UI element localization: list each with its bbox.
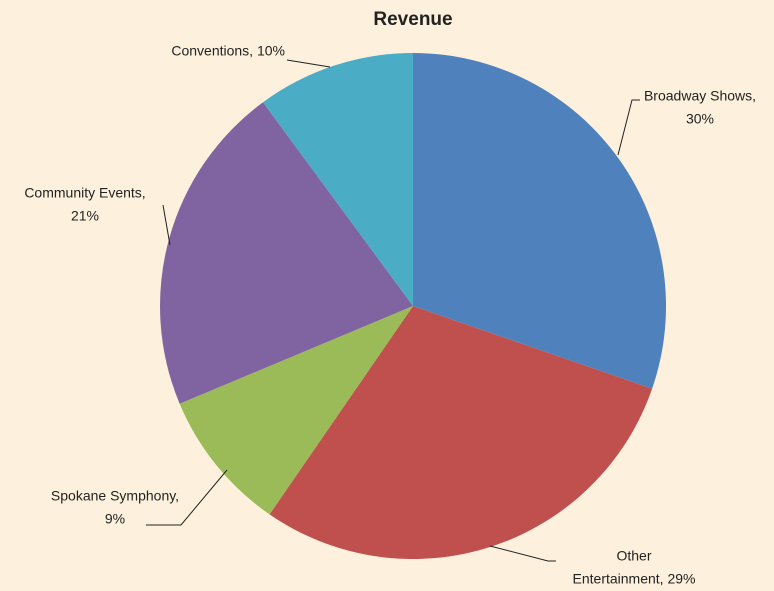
pie-slice (160, 102, 413, 404)
data-label: Broadway Shows, (644, 88, 756, 104)
leader-line (286, 59, 331, 68)
data-label: 21% (71, 208, 99, 224)
data-label: Conventions, 10% (171, 43, 285, 59)
leader-line (162, 204, 171, 246)
data-label: Other (616, 548, 651, 564)
pie-slice (179, 306, 413, 515)
data-label: 30% (686, 111, 714, 127)
pie (160, 53, 666, 559)
data-label: Spokane Symphony, (51, 488, 179, 504)
leader-line (617, 99, 640, 156)
leader-line (146, 469, 228, 526)
data-label: Community Events, (24, 185, 145, 201)
data-label: 9% (105, 511, 125, 527)
data-label: Entertainment, 29% (573, 571, 696, 587)
chart-title: Revenue (373, 9, 452, 30)
pie-slice (413, 53, 666, 389)
pie-slice (269, 306, 653, 559)
leader-line (489, 545, 556, 562)
pie-slice (262, 53, 413, 306)
